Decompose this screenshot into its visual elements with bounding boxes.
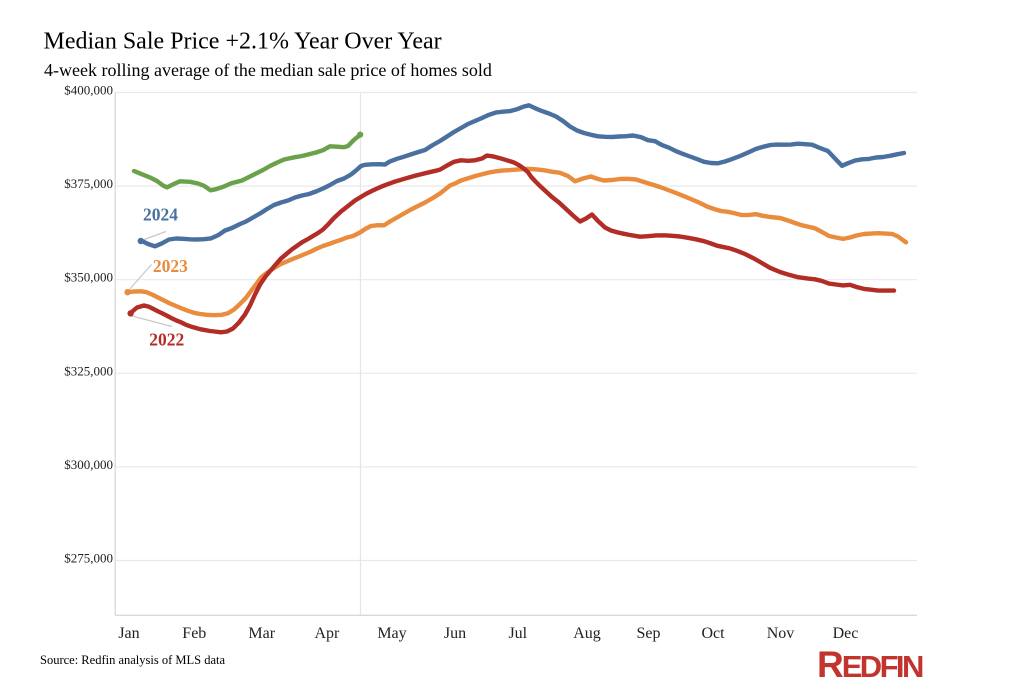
svg-text:4-week rolling average of the: 4-week rolling average of the median sal…: [44, 60, 492, 80]
svg-text:Median Sale Price +2.1% Year O: Median Sale Price +2.1% Year Over Year: [44, 29, 442, 55]
svg-text:$325,000: $325,000: [64, 363, 113, 378]
svg-text:$375,000: $375,000: [64, 176, 113, 191]
svg-text:Feb: Feb: [182, 625, 206, 642]
svg-text:Oct: Oct: [701, 625, 725, 642]
svg-text:Dec: Dec: [833, 625, 859, 642]
svg-text:Mar: Mar: [248, 625, 275, 642]
svg-text:$275,000: $275,000: [64, 551, 113, 566]
svg-text:Aug: Aug: [573, 625, 601, 642]
svg-text:Sep: Sep: [637, 625, 661, 642]
svg-text:REDFIN: REDFIN: [817, 644, 923, 684]
svg-text:Source: Redfin analysis of MLS: Source: Redfin analysis of MLS data: [40, 653, 225, 667]
svg-text:Jan: Jan: [118, 625, 139, 642]
svg-text:May: May: [377, 625, 406, 642]
svg-text:$350,000: $350,000: [64, 270, 113, 285]
svg-text:2022: 2022: [149, 330, 184, 350]
svg-text:$400,000: $400,000: [64, 83, 113, 98]
svg-text:Jun: Jun: [444, 625, 466, 642]
svg-text:2024: 2024: [143, 204, 178, 224]
svg-text:$300,000: $300,000: [64, 457, 113, 472]
svg-text:Nov: Nov: [767, 625, 795, 642]
svg-text:2023: 2023: [153, 256, 188, 276]
svg-text:Jul: Jul: [508, 625, 527, 642]
svg-text:Apr: Apr: [314, 625, 340, 642]
